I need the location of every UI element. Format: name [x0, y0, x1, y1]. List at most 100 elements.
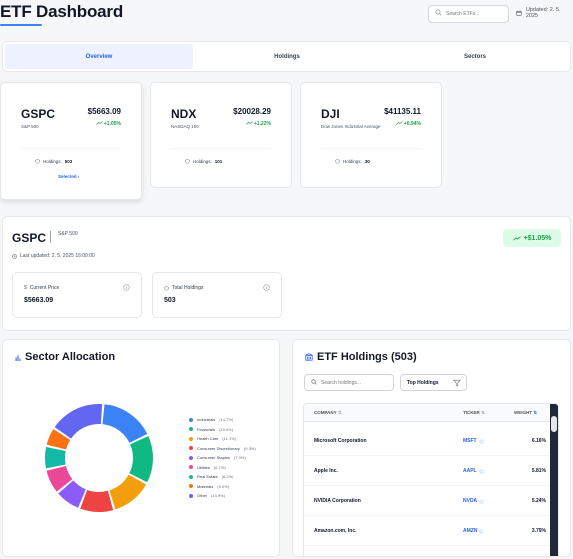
- legend-value: (6.7%): [213, 464, 226, 470]
- table-row[interactable]: Amazon.com, Inc. AMZN 3.79%: [304, 516, 552, 546]
- ticker-text: AAPL: [463, 468, 477, 474]
- selected-label: Selected: [58, 174, 77, 179]
- legend-value: (13.0%): [219, 426, 234, 432]
- divider: [50, 231, 51, 243]
- tab-overview[interactable]: Overview: [5, 44, 193, 69]
- detail-change-badge: +$1.05%: [503, 229, 561, 247]
- info-icon[interactable]: [263, 284, 270, 291]
- column-ticker-label: TICKER: [463, 410, 480, 415]
- external-link-icon: [479, 499, 484, 503]
- table-scrollbar[interactable]: [550, 404, 558, 556]
- weight-value: 3.79%: [531, 528, 546, 534]
- donut-slice-industrials[interactable]: [102, 404, 148, 443]
- holdings-label: Holdings:: [343, 159, 362, 164]
- legend-label: Utilities: [197, 464, 210, 470]
- total-holdings-value: 503: [164, 297, 176, 304]
- holdings-search-box[interactable]: [304, 374, 394, 391]
- legend-label: Consumer Staples: [197, 455, 230, 461]
- sort-icon: ⇅: [337, 410, 342, 415]
- trend-up-icon: [395, 121, 403, 125]
- legend-swatch: [189, 436, 193, 441]
- legend-item: Consumer Staples (7.0%): [189, 453, 256, 463]
- company-name: Amazon.com, Inc.: [314, 528, 357, 534]
- legend-swatch: [189, 427, 193, 432]
- etf-card-ndx[interactable]: NDX NASDAQ 100 $20028.29 +1.22% Holdings…: [150, 82, 292, 188]
- total-holdings-label: Total Holdings: [164, 285, 203, 291]
- etf-holdings: Holdings: 101: [185, 159, 222, 164]
- page-title: ETF Dashboard: [0, 2, 124, 21]
- column-company[interactable]: COMPANY ⇅: [314, 410, 342, 416]
- donut-slice-real-estate[interactable]: [45, 446, 66, 469]
- filter-value: Top Holdings: [407, 379, 439, 386]
- column-company-label: COMPANY: [314, 410, 337, 415]
- etf-card-gspc[interactable]: GSPC S&P 500 $5663.09 +1.05% Holdings: 5…: [0, 82, 142, 200]
- etf-symbol: NDX: [171, 107, 197, 121]
- ticker-link[interactable]: AAPL: [463, 468, 484, 474]
- ticker-link[interactable]: NVDA: [463, 498, 484, 504]
- etf-change: +1.22%: [245, 121, 271, 127]
- shield-icon: [35, 159, 40, 164]
- legend-swatch: [189, 455, 193, 460]
- weight-value: 5.24%: [531, 498, 546, 504]
- legend-swatch: [189, 484, 193, 489]
- updated-text: Updated: 2. 5. 2025: [525, 7, 561, 19]
- column-ticker[interactable]: TICKER ⇅: [463, 410, 485, 416]
- info-icon[interactable]: [123, 284, 130, 291]
- donut-slice-health-care[interactable]: [109, 474, 147, 510]
- chevron-right-icon: ›: [77, 174, 80, 179]
- sector-donut-chart: [45, 404, 153, 512]
- holdings-panel-title-text: ETF Holdings (503): [317, 351, 417, 363]
- legend-label: Industrials: [197, 417, 216, 423]
- detail-change-value: +$1.05%: [523, 234, 552, 242]
- dollar-icon: $: [24, 285, 27, 291]
- etf-card-dji[interactable]: DJI Dow Jones Industrial Average $41135.…: [300, 82, 442, 188]
- etf-search-box[interactable]: [428, 5, 509, 23]
- clock-icon: [12, 253, 17, 259]
- legend-label: Financials: [197, 426, 216, 432]
- tab-sectors[interactable]: Sectors: [463, 53, 486, 60]
- divider: [321, 148, 421, 149]
- donut-slice-consumer-staples[interactable]: [58, 480, 86, 508]
- donut-slice-materials[interactable]: [46, 429, 71, 450]
- calendar-icon: [516, 10, 522, 16]
- etf-price: $20028.29: [233, 107, 271, 116]
- legend-item: Consumer Discretionary (9.3%): [189, 444, 256, 454]
- table-row[interactable]: NVIDIA Corporation NVDA 5.24%: [304, 486, 552, 516]
- holdings-panel-title: ETF Holdings (503): [305, 351, 417, 363]
- holdings-filter-select[interactable]: Top Holdings: [400, 374, 467, 391]
- legend-item: Real Estate (6.2%): [189, 472, 256, 482]
- legend-swatch: [189, 465, 193, 470]
- donut-slice-financials[interactable]: [129, 436, 153, 483]
- holdings-count: 101: [214, 159, 223, 164]
- shield-icon: [185, 159, 190, 164]
- external-link-icon: [480, 529, 484, 533]
- legend-swatch: [189, 493, 193, 498]
- current-price-card: $ Current Price $5663.09: [12, 272, 142, 318]
- weight-value: 5.81%: [531, 468, 546, 474]
- tab-holdings[interactable]: Holdings: [274, 53, 300, 60]
- search-icon: [311, 379, 317, 385]
- donut-slice-other[interactable]: [54, 404, 103, 439]
- donut-slice-utilities[interactable]: [46, 465, 73, 492]
- legend-item: Materials (5.0%): [189, 482, 256, 492]
- etf-change: +1.05%: [95, 121, 121, 127]
- table-row[interactable]: Microsoft Corporation MSFT 6.16%: [304, 426, 552, 456]
- etf-price: $5663.09: [87, 107, 121, 116]
- ticker-link[interactable]: MSFT: [463, 438, 484, 444]
- total-holdings-card: Total Holdings 503: [152, 272, 282, 318]
- table-row[interactable]: Apple Inc. AAPL 5.81%: [304, 456, 552, 486]
- holdings-search-input[interactable]: [321, 378, 391, 388]
- donut-slice-consumer-discretionary[interactable]: [80, 489, 114, 512]
- legend-value: (9.3%): [243, 445, 256, 451]
- etf-symbol: GSPC: [21, 107, 56, 121]
- column-weight[interactable]: WEIGHT ⇅: [514, 410, 537, 416]
- sector-panel-title: Sector Allocation: [15, 351, 115, 363]
- detail-name: S&P 500: [58, 231, 78, 237]
- ticker-link[interactable]: AMZN: [463, 528, 484, 534]
- tab-bar: Overview Holdings Sectors: [2, 41, 571, 72]
- etf-search-input[interactable]: [446, 8, 506, 20]
- legend-label: Materials: [197, 483, 214, 489]
- scrollbar-thumb[interactable]: [551, 416, 557, 432]
- etf-change-value: +0.94%: [403, 121, 421, 127]
- last-updated-text: Last updated: 2. 5. 2025 16:00:00: [20, 253, 95, 259]
